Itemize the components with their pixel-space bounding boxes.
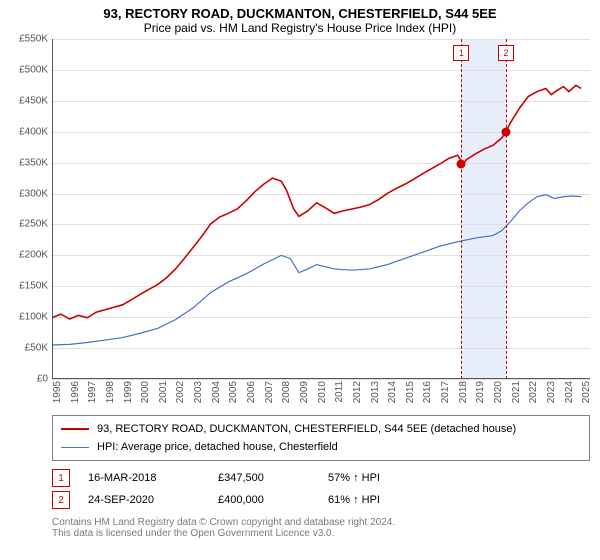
x-axis-label: 2023 — [546, 381, 557, 403]
y-axis-label: £400K — [19, 126, 48, 137]
x-axis-label: 2002 — [175, 381, 186, 403]
y-axis-label: £150K — [19, 281, 48, 292]
sale-row: 2 24-SEP-2020£400,00061% ↑ HPI — [52, 489, 590, 511]
x-axis-label: 2000 — [140, 381, 151, 403]
x-axis-label: 2008 — [281, 381, 292, 403]
y-axis-label: £200K — [19, 250, 48, 261]
chart-plot-area: £0£50K£100K£150K£200K£250K£300K£350K£400… — [52, 39, 590, 379]
x-axis-label: 2014 — [387, 381, 398, 403]
chart-subtitle: Price paid vs. HM Land Registry's House … — [0, 21, 600, 35]
x-axis-label: 2009 — [299, 381, 310, 403]
axis-line — [52, 378, 590, 379]
chart-title: 93, RECTORY ROAD, DUCKMANTON, CHESTERFIE… — [0, 6, 600, 21]
plot-svg — [52, 39, 590, 379]
sale-price: £400,000 — [218, 494, 328, 506]
x-axis-label: 2020 — [493, 381, 504, 403]
y-axis-label: £0 — [37, 374, 48, 385]
legend-item: HPI: Average price, detached house, Ches… — [61, 438, 581, 456]
x-axis-label: 2013 — [370, 381, 381, 403]
legend-swatch — [61, 428, 89, 430]
series-hpi — [52, 195, 581, 345]
y-axis-label: £250K — [19, 219, 48, 230]
sale-hpi-diff: 57% ↑ HPI — [328, 472, 438, 484]
x-axis-label: 2005 — [228, 381, 239, 403]
x-axis-label: 2024 — [564, 381, 575, 403]
y-axis-label: £550K — [19, 34, 48, 45]
footer-attribution: Contains HM Land Registry data © Crown c… — [52, 517, 590, 539]
y-axis-label: £500K — [19, 64, 48, 75]
sale-row: 1 16-MAR-2018£347,50057% ↑ HPI — [52, 467, 590, 489]
sale-hpi-diff: 61% ↑ HPI — [328, 494, 438, 506]
y-axis-label: £450K — [19, 95, 48, 106]
x-axis-label: 1998 — [105, 381, 116, 403]
x-axis-label: 2004 — [211, 381, 222, 403]
x-axis-label: 2010 — [317, 381, 328, 403]
x-axis-label: 2021 — [511, 381, 522, 403]
x-axis-label: 2022 — [528, 381, 539, 403]
sale-date: 24-SEP-2020 — [88, 494, 218, 506]
y-axis-label: £100K — [19, 312, 48, 323]
chart-container: 93, RECTORY ROAD, DUCKMANTON, CHESTERFIE… — [0, 0, 600, 539]
x-axis-label: 2003 — [193, 381, 204, 403]
marker-badge: 1 — [453, 45, 469, 61]
sale-badge: 1 — [52, 469, 70, 487]
gridline — [52, 379, 590, 380]
legend-item: 93, RECTORY ROAD, DUCKMANTON, CHESTERFIE… — [61, 420, 581, 438]
legend: 93, RECTORY ROAD, DUCKMANTON, CHESTERFIE… — [52, 415, 590, 461]
x-axis-label: 2006 — [246, 381, 257, 403]
x-axis-label: 2016 — [422, 381, 433, 403]
x-axis-label: 2001 — [158, 381, 169, 403]
legend-label: HPI: Average price, detached house, Ches… — [97, 441, 338, 453]
legend-label: 93, RECTORY ROAD, DUCKMANTON, CHESTERFIE… — [97, 423, 516, 435]
y-axis-label: £50K — [25, 343, 48, 354]
footer-line: Contains HM Land Registry data © Crown c… — [52, 517, 590, 528]
axis-line — [52, 39, 53, 379]
marker-badge: 2 — [498, 45, 514, 61]
sale-price: £347,500 — [218, 472, 328, 484]
x-axis-label: 2015 — [405, 381, 416, 403]
x-axis-label: 2017 — [440, 381, 451, 403]
footer-line: This data is licensed under the Open Gov… — [52, 528, 590, 539]
legend-swatch — [61, 447, 89, 448]
x-axis-label: 1996 — [70, 381, 81, 403]
y-axis-label: £300K — [19, 188, 48, 199]
series-property — [52, 85, 581, 319]
sale-badge: 2 — [52, 491, 70, 509]
marker-dot — [457, 160, 466, 169]
x-axis-label: 1995 — [52, 381, 63, 403]
x-axis-label: 2007 — [264, 381, 275, 403]
x-axis-label: 2025 — [581, 381, 592, 403]
x-axis-label: 1997 — [87, 381, 98, 403]
x-axis-label: 2018 — [458, 381, 469, 403]
marker-dot — [501, 127, 510, 136]
x-axis-label: 2011 — [334, 381, 345, 403]
x-axis-label: 2012 — [352, 381, 363, 403]
x-axis-label: 2019 — [475, 381, 486, 403]
sale-points-table: 1 16-MAR-2018£347,50057% ↑ HPI 2 24-SEP-202… — [52, 467, 590, 511]
x-axis-label: 1999 — [123, 381, 134, 403]
y-axis-label: £350K — [19, 157, 48, 168]
sale-date: 16-MAR-2018 — [88, 472, 218, 484]
